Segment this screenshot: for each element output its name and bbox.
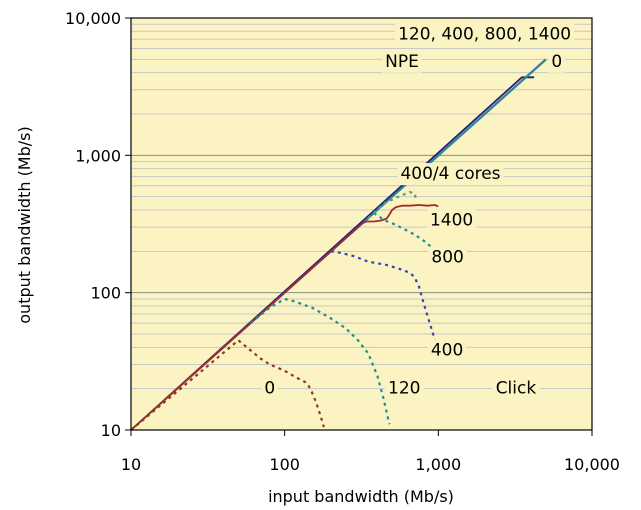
annotation: 400 (427, 339, 467, 362)
annotation-label: 0 (264, 379, 275, 399)
annotation: 120, 400, 800, 1400 (395, 23, 575, 46)
series-line-6 (330, 250, 440, 351)
x-tick-label: 10 (121, 455, 141, 474)
annotation-label: 800 (431, 248, 463, 268)
annotation: 800 (428, 246, 467, 269)
annotation: 120 (385, 377, 424, 400)
x-tick-label: 10,000 (564, 455, 620, 474)
y-tick-label: 1,000 (75, 146, 121, 165)
annotation-label: 1400 (430, 211, 473, 231)
annotations: 120, 400, 800, 1400 NPE 0 400/4 cores 1400 80… (261, 23, 575, 400)
annotation-label: 0 (551, 52, 562, 72)
plot-frame (130, 17, 593, 431)
series-layer (130, 58, 547, 431)
annotation-label: 400 (431, 340, 463, 360)
y-tick-label: 100 (90, 284, 121, 303)
annotation-label: NPE (385, 52, 419, 72)
series-line-8 (367, 191, 418, 219)
annotation-label: Click (496, 379, 537, 399)
minor-gridlines (131, 23, 592, 390)
annotation: NPE (382, 50, 422, 73)
annotation-label: 120, 400, 800, 1400 (398, 24, 571, 44)
annotation-label: 400/4 cores (400, 164, 500, 184)
tick-labels: 10 100 1,000 10,000 10 100 1,000 10,000 (65, 9, 620, 474)
y-axis-label: output bandwidth (Mb/s) (15, 126, 34, 323)
y-tick-label: 10,000 (65, 9, 121, 28)
x-axis-label: input bandwidth (Mb/s) (268, 487, 454, 506)
x-tick-label: 100 (269, 455, 300, 474)
y-tick-label: 10 (101, 421, 121, 440)
x-tick-label: 1,000 (415, 455, 461, 474)
annotation: 400/4 cores (397, 163, 504, 186)
annotation-label: 120 (388, 379, 420, 399)
annotation: 1400 (426, 209, 477, 232)
annotation: Click (492, 377, 540, 400)
series-line-3 (130, 204, 439, 431)
series-line-7 (373, 212, 440, 254)
annotation: 0 (261, 377, 279, 400)
annotation: 0 (548, 50, 566, 73)
